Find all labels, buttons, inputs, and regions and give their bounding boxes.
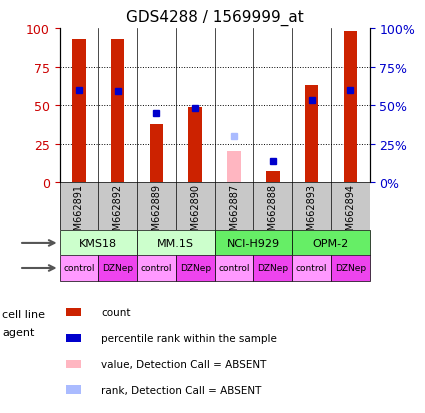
Bar [137, 231, 215, 256]
Bar [305, 86, 318, 183]
Bar [215, 256, 253, 281]
Text: control: control [218, 264, 250, 273]
Bar [60, 231, 137, 256]
Text: rank, Detection Call = ABSENT: rank, Detection Call = ABSENT [101, 385, 262, 394]
Text: GSM662892: GSM662892 [113, 184, 123, 243]
Text: GSM662891: GSM662891 [74, 184, 84, 242]
Text: control: control [296, 264, 327, 273]
Bar [215, 231, 292, 256]
Title: GDS4288 / 1569999_at: GDS4288 / 1569999_at [126, 10, 303, 26]
Bar [66, 360, 81, 368]
Bar [60, 256, 98, 281]
Text: GSM662893: GSM662893 [306, 184, 317, 242]
Text: DZNep: DZNep [102, 264, 133, 273]
Text: value, Detection Call = ABSENT: value, Detection Call = ABSENT [101, 359, 267, 369]
Bar [137, 256, 176, 281]
Text: GSM662894: GSM662894 [346, 184, 355, 242]
Text: DZNep: DZNep [335, 264, 366, 273]
Text: cell line: cell line [2, 310, 45, 320]
Bar [111, 40, 125, 183]
Text: GSM662889: GSM662889 [151, 184, 162, 242]
Text: control: control [141, 264, 172, 273]
Bar [176, 256, 215, 281]
Text: KMS18: KMS18 [79, 238, 117, 248]
Bar [292, 231, 370, 256]
Text: control: control [63, 264, 95, 273]
Text: NCI-H929: NCI-H929 [227, 238, 280, 248]
Text: DZNep: DZNep [257, 264, 288, 273]
Bar [188, 107, 202, 183]
Bar [66, 386, 81, 394]
Text: percentile rank within the sample: percentile rank within the sample [101, 333, 277, 343]
Bar [292, 256, 331, 281]
Bar [266, 172, 280, 183]
Text: agent: agent [2, 328, 34, 337]
Bar [72, 40, 86, 183]
Bar [227, 152, 241, 183]
Text: GSM662887: GSM662887 [229, 184, 239, 243]
Bar [98, 256, 137, 281]
Text: OPM-2: OPM-2 [313, 238, 349, 248]
Text: GSM662890: GSM662890 [190, 184, 200, 242]
Text: DZNep: DZNep [180, 264, 211, 273]
Bar [253, 256, 292, 281]
Text: MM.1S: MM.1S [157, 238, 194, 248]
Bar [150, 124, 163, 183]
Bar [66, 334, 81, 342]
Text: count: count [101, 308, 131, 318]
Text: GSM662888: GSM662888 [268, 184, 278, 242]
Bar [331, 256, 370, 281]
Bar [343, 32, 357, 183]
Bar [66, 309, 81, 316]
